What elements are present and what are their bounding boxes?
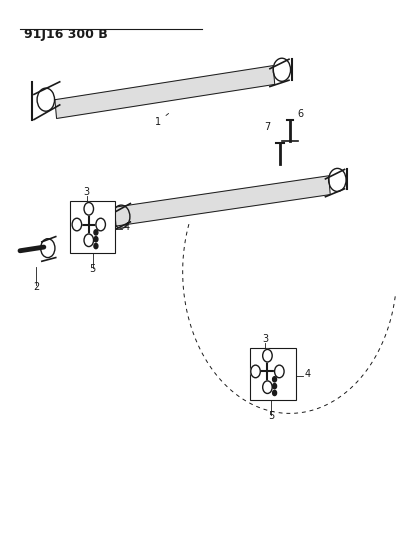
Circle shape bbox=[84, 203, 94, 215]
Circle shape bbox=[84, 234, 94, 247]
Circle shape bbox=[273, 377, 277, 382]
Text: 4: 4 bbox=[305, 369, 311, 378]
Circle shape bbox=[94, 237, 98, 242]
Text: 7: 7 bbox=[264, 122, 270, 132]
Polygon shape bbox=[55, 66, 275, 118]
Bar bbox=[70, 201, 115, 253]
Text: 91J16 300 B: 91J16 300 B bbox=[24, 28, 108, 41]
Text: 5: 5 bbox=[268, 410, 275, 421]
Circle shape bbox=[263, 381, 272, 393]
Circle shape bbox=[263, 350, 272, 362]
Text: 5: 5 bbox=[90, 264, 96, 274]
Text: 6: 6 bbox=[298, 109, 304, 119]
Circle shape bbox=[96, 218, 105, 231]
Text: 3: 3 bbox=[262, 334, 269, 344]
Text: 4: 4 bbox=[124, 222, 130, 232]
Polygon shape bbox=[115, 176, 330, 226]
Circle shape bbox=[72, 218, 82, 231]
Bar bbox=[250, 348, 296, 400]
Circle shape bbox=[94, 230, 98, 235]
Text: 3: 3 bbox=[84, 187, 90, 197]
Circle shape bbox=[275, 365, 284, 378]
Circle shape bbox=[94, 244, 98, 249]
Text: 2: 2 bbox=[33, 282, 39, 292]
Circle shape bbox=[251, 365, 260, 378]
Circle shape bbox=[273, 390, 277, 395]
Text: 1: 1 bbox=[155, 114, 168, 127]
Circle shape bbox=[273, 384, 277, 389]
